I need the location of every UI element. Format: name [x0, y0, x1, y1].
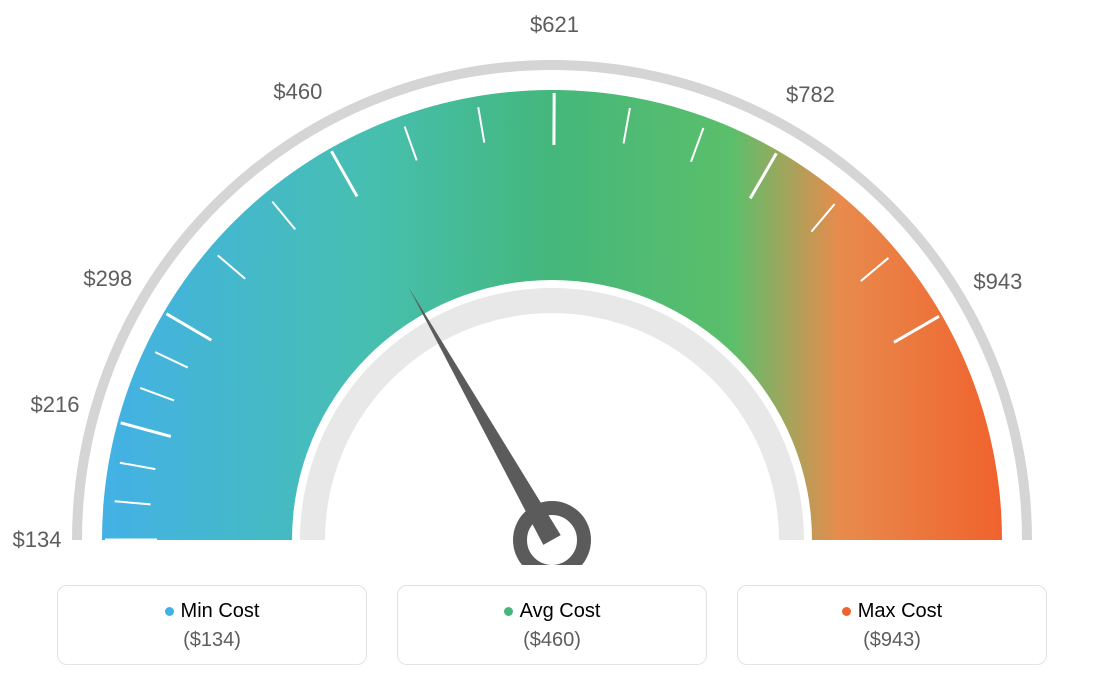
legend-card-avg: Avg Cost ($460) [397, 585, 707, 665]
gauge-scale-label: $943 [973, 269, 1022, 295]
gauge-scale-label: $216 [31, 392, 80, 418]
legend-label-max: Max Cost [858, 600, 942, 622]
legend-title-avg: Avg Cost [398, 600, 706, 623]
legend-dot-max [842, 607, 851, 616]
gauge-scale-label: $134 [13, 527, 62, 553]
gauge-svg [0, 0, 1104, 565]
legend-dot-min [165, 607, 174, 616]
legend-value-min: ($134) [58, 629, 366, 652]
legend-card-min: Min Cost ($134) [57, 585, 367, 665]
gauge-chart: $134 $216 $298 $460 $621 $782 $943 [0, 0, 1104, 565]
legend-title-min: Min Cost [58, 600, 366, 623]
gauge-scale-label: $460 [273, 79, 322, 105]
legend-card-max: Max Cost ($943) [737, 585, 1047, 665]
legend-value-max: ($943) [738, 629, 1046, 652]
legend-label-min: Min Cost [181, 600, 260, 622]
legend-title-max: Max Cost [738, 600, 1046, 623]
legend-label-avg: Avg Cost [520, 600, 601, 622]
legend-value-avg: ($460) [398, 629, 706, 652]
gauge-scale-label: $298 [83, 266, 132, 292]
gauge-scale-label: $621 [530, 12, 579, 38]
gauge-scale-label: $782 [786, 82, 835, 108]
legend-row: Min Cost ($134) Avg Cost ($460) Max Cost… [0, 585, 1104, 665]
legend-dot-avg [504, 607, 513, 616]
